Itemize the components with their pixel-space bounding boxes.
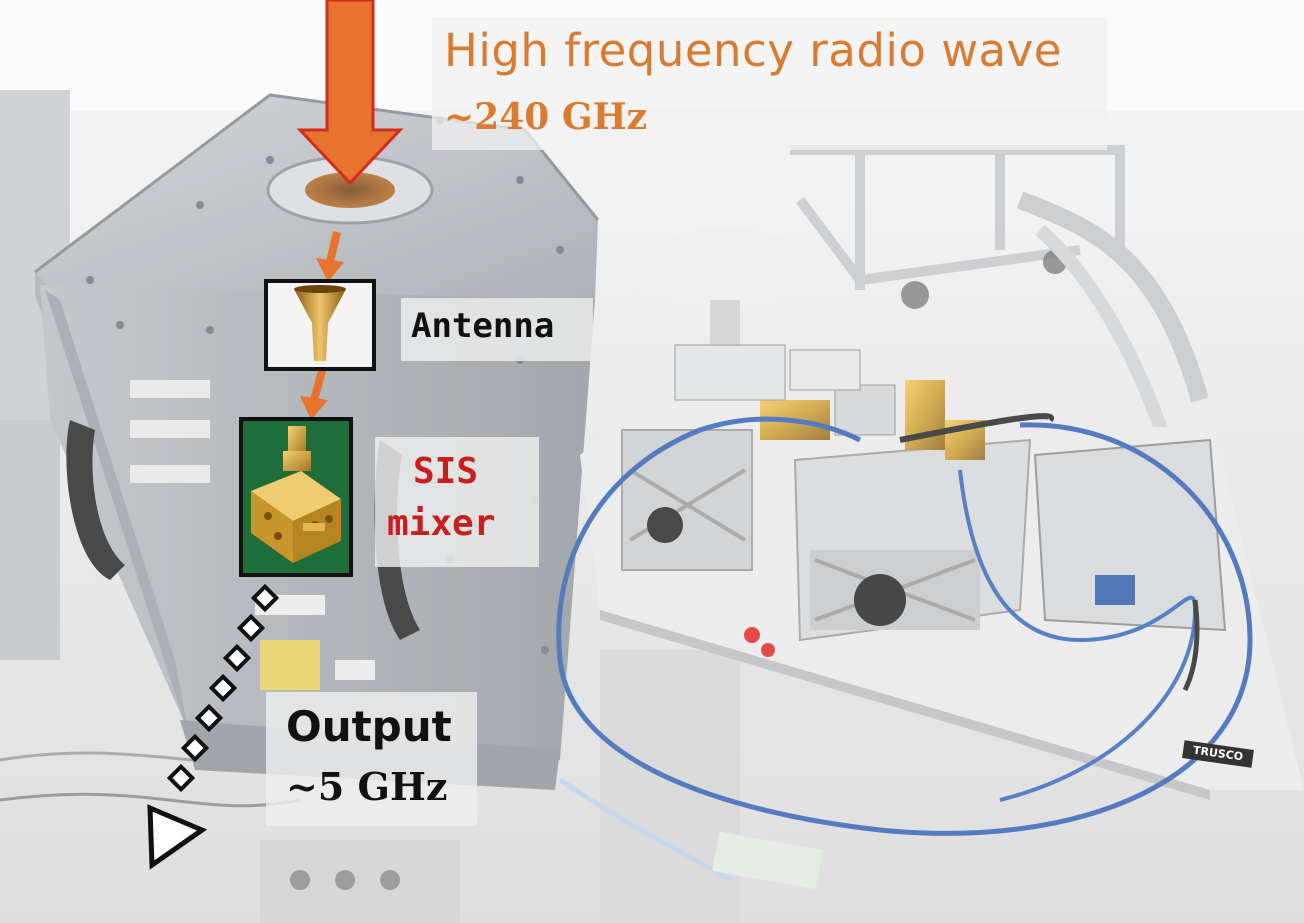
title-label-box: High frequency radio wave ~240 GHz	[432, 18, 1107, 150]
antenna-inset	[264, 279, 376, 371]
sis-mixer-inset	[239, 417, 353, 577]
output-label: Output	[286, 702, 452, 751]
output-frequency: ~5 GHz	[286, 764, 448, 809]
sis-mixer-block-icon	[251, 426, 341, 563]
sis-label-line2: mixer	[387, 503, 496, 544]
output-label-box: Output ~5 GHz	[266, 692, 477, 826]
output-arrow	[147, 583, 280, 870]
sis-label-line1: SIS	[413, 451, 479, 492]
antenna-label: Antenna	[411, 306, 555, 346]
sis-mixer-label-box: SIS mixer	[375, 437, 539, 567]
antenna-label-box: Antenna	[401, 298, 593, 361]
title-frequency: ~240 GHz	[444, 96, 648, 138]
title-heading: High frequency radio wave	[444, 24, 1062, 77]
antenna-horn-icon	[294, 285, 346, 361]
incoming-wave-arrow	[296, 0, 404, 186]
